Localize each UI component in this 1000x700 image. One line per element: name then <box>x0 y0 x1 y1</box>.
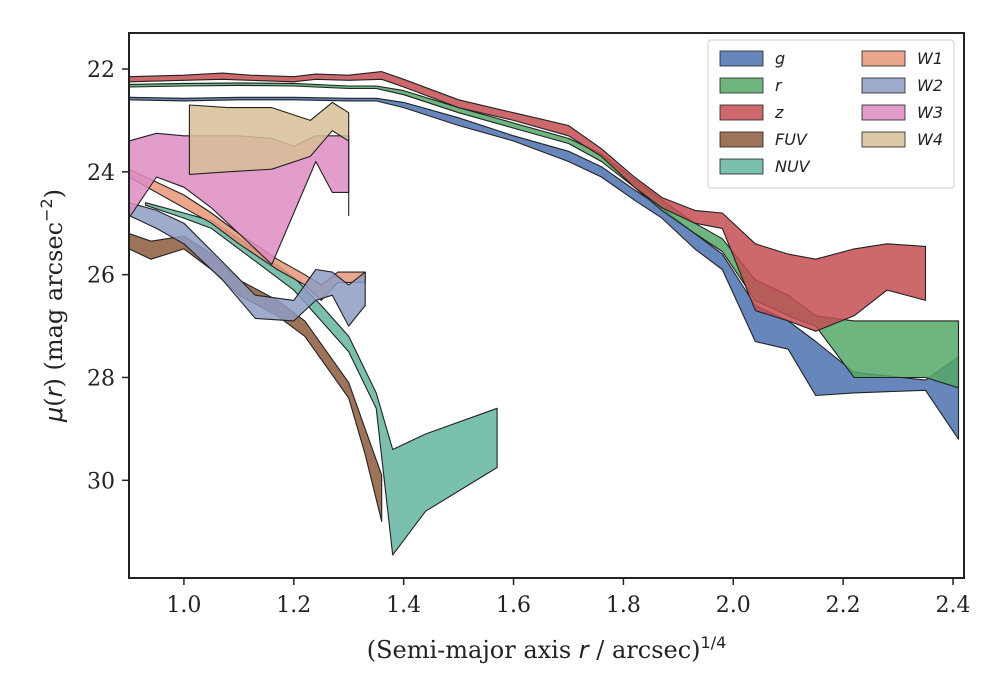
y-tick-label: 24 <box>87 161 115 186</box>
x-tick-label: 2.4 <box>936 593 971 618</box>
legend-swatch-w3 <box>861 104 906 121</box>
x-tick-label: 1.4 <box>386 593 421 618</box>
band-z <box>129 71 927 332</box>
legend-label-g: g <box>775 49 785 68</box>
legend-label-w2: W2 <box>917 76 943 95</box>
band-layer <box>129 71 960 556</box>
plot-frame <box>128 32 965 579</box>
legend-box <box>707 39 955 189</box>
y-axis-label: μ(r) (mag arcsec−2) <box>37 189 68 423</box>
band-w4 <box>188 101 350 217</box>
legend: grz FUV NUV W1 W2 W3 W4 <box>707 39 955 189</box>
x-tick-label: 1.8 <box>606 593 641 618</box>
legend-swatch-w2 <box>861 77 906 94</box>
legend-swatch-w4 <box>861 131 906 148</box>
band-w2 <box>129 202 366 327</box>
x-tick-label: 1.6 <box>496 593 531 618</box>
legend-label-w1: W1 <box>917 49 943 68</box>
legend-swatch-fuv <box>719 131 764 148</box>
legend-label-w3: W3 <box>917 103 943 122</box>
legend-label-r: r <box>775 76 783 95</box>
x-tick-label: 1.0 <box>166 593 201 618</box>
legend-swatch-nuv <box>719 158 764 175</box>
legend-swatch-r <box>719 77 764 94</box>
legend-label-fuv: FUV <box>775 130 808 149</box>
y-tick-label: 30 <box>87 469 115 494</box>
x-tick-label: 2.0 <box>716 593 751 618</box>
legend-label-nuv: NUV <box>775 157 811 176</box>
legend-swatch-z <box>719 104 764 121</box>
legend-swatch-g <box>719 50 764 67</box>
y-tick-label: 28 <box>87 366 115 391</box>
x-tick-label: 2.2 <box>826 593 861 618</box>
band-r <box>129 82 960 389</box>
legend-label-w4: W4 <box>917 130 943 149</box>
legend-label-z: z <box>774 103 784 122</box>
legend-swatch-w1 <box>861 50 906 67</box>
y-tick-label: 26 <box>87 264 115 289</box>
axes-layer: 1.0 1.2 1.4 1.6 1.8 2.0 2.2 2.4 22 24 26 28 30 (Semi-… <box>37 32 971 664</box>
y-tick-label: 22 <box>87 58 115 83</box>
x-axis-label: (Semi-major axis r / arcsec)1/4 <box>367 633 727 664</box>
x-tick-label: 1.2 <box>276 593 311 618</box>
